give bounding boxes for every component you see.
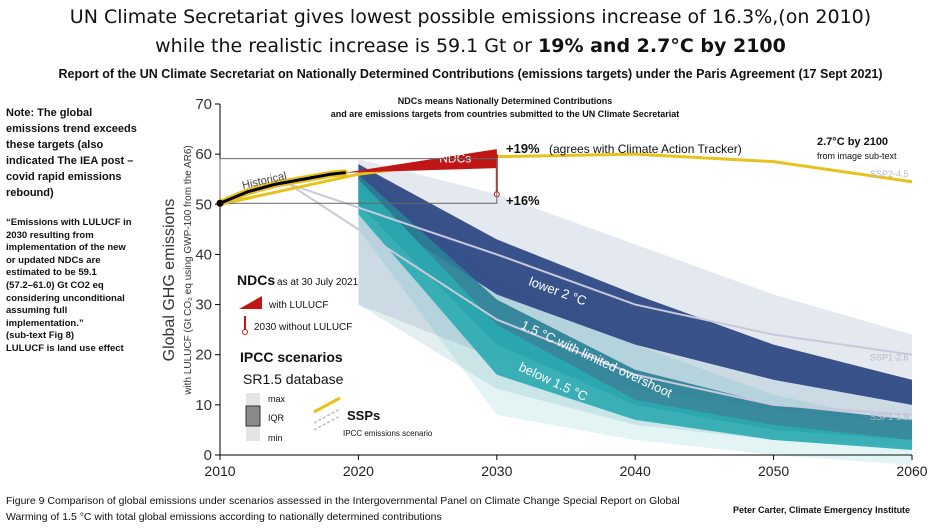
legend-max: max xyxy=(268,394,286,404)
side-quote-line: or updated NDCs are xyxy=(6,254,101,266)
ssp-line xyxy=(288,183,913,356)
legend-iqr: IQR xyxy=(268,413,285,423)
legend-min: min xyxy=(268,433,283,443)
side-quote-line: 2030 resulting from xyxy=(6,229,94,241)
side-quote: “Emissions with LULUCF in 2030 resulting … xyxy=(6,217,146,356)
legend-ssps-sub: IPCC emissions scenario xyxy=(343,429,433,438)
legend-with-lulucf: with LULUCF xyxy=(268,300,328,311)
y-tick-label: 50 xyxy=(195,196,212,213)
ndc-definition-line: NDCs means Nationally Determined Contrib… xyxy=(398,96,613,106)
credit-line: Peter Carter, Climate Emergency Institut… xyxy=(733,505,911,515)
ssp-label: SSP1-2.6 xyxy=(870,353,909,363)
side-quote-line: considering unconditional xyxy=(6,292,125,304)
y-tick-label: 40 xyxy=(195,246,212,263)
legend-ipcc-title: IPCC scenarios xyxy=(240,349,343,365)
x-tick-label: 2030 xyxy=(481,463,512,479)
legend-ipcc-db: SR1.5 database xyxy=(243,371,344,387)
scenario-iqr-band xyxy=(358,164,912,405)
figure-caption: Figure 9 Comparison of global emissions … xyxy=(6,495,680,523)
y-tick-label: 20 xyxy=(195,347,212,364)
chart-title-line2: while the realistic increase is 59.1 Gt … xyxy=(0,35,941,57)
legend-ndc-wedge-swatch xyxy=(239,296,262,309)
historical-line xyxy=(218,171,347,205)
legend-ssps: SSPs xyxy=(347,408,380,423)
y-tick-label: 70 xyxy=(195,96,212,113)
plus19-note: (agrees with Climate Action Tracker) xyxy=(549,142,742,156)
ndc-wedge xyxy=(344,149,497,173)
x-tick-label: 2020 xyxy=(343,463,374,479)
legend-ndc-date: as at 30 July 2021 xyxy=(277,277,359,288)
side-quote-line: LULUCF is land use effect xyxy=(6,342,124,354)
scenario-iqr-band xyxy=(358,179,912,450)
legend-without-lulucf: 2030 without LULUCF xyxy=(254,322,352,333)
side-quote-line: assuming full xyxy=(6,305,68,317)
title-line2-bold: 19% and 2.7°C by 2100 xyxy=(538,35,786,57)
historical-start-point xyxy=(216,199,224,207)
side-quote-line: (57.2–61.0) Gt CO2 eq xyxy=(6,279,104,291)
x-tick-label: 2040 xyxy=(620,463,651,479)
chart-subtitle: Report of the UN Climate Secretariat on … xyxy=(58,67,883,81)
legend-ndc-title: NDCs xyxy=(237,272,275,288)
ssp-line xyxy=(219,152,913,206)
temperature-label: 2.7°C by 2100 xyxy=(817,136,888,148)
chart-title-line1: UN Climate Secretariat gives lowest poss… xyxy=(69,6,872,28)
ssp-line xyxy=(288,183,913,416)
legend-ssp-swatch xyxy=(313,396,341,414)
ssp-label: SSP1-1.9 xyxy=(870,412,909,422)
y-tick-label: 60 xyxy=(195,146,212,163)
y-tick-label: 0 xyxy=(204,447,212,464)
temperature-sublabel: from image sub-text xyxy=(817,151,897,161)
legend-ssp-swatch-3 xyxy=(313,415,341,431)
x-tick-label: 2010 xyxy=(204,463,235,479)
baseline-reference-box xyxy=(219,158,498,204)
y-axis-sublabel: with LULUCF (Gt CO₂ eq using GWP-100 fro… xyxy=(183,145,194,396)
y-tick-label: 30 xyxy=(195,297,212,314)
x-tick-label: 2050 xyxy=(758,463,789,479)
y-tick-label: 10 xyxy=(195,397,212,414)
title-line2-plain: while the realistic increase is 59.1 Gt … xyxy=(155,35,538,57)
side-quote-line: implementation of the new xyxy=(6,242,126,254)
x-tick-label: 2060 xyxy=(896,463,927,479)
side-note: Note: The global emissions trend exceeds… xyxy=(6,107,137,199)
scenario-envelope xyxy=(358,169,912,466)
ndc-definition-line: and are emissions targets from countries… xyxy=(331,109,680,119)
side-quote-line: implementation.” xyxy=(6,317,84,329)
legend-iqr-swatch xyxy=(245,405,261,427)
y-axis-label: Global GHG emissions xyxy=(161,199,178,362)
side-quote-line: “Emissions with LULUCF in xyxy=(6,217,132,228)
plus16-label: +16% xyxy=(506,193,540,208)
legend-whisker-end xyxy=(242,329,248,335)
side-quote-line: estimated to be 59.1 xyxy=(6,267,97,279)
side-quote-line: (sub-text Fig 8) xyxy=(6,330,75,342)
plus19-label: +19% xyxy=(506,141,540,156)
ssp-label: SSP2-4.5 xyxy=(870,169,909,179)
